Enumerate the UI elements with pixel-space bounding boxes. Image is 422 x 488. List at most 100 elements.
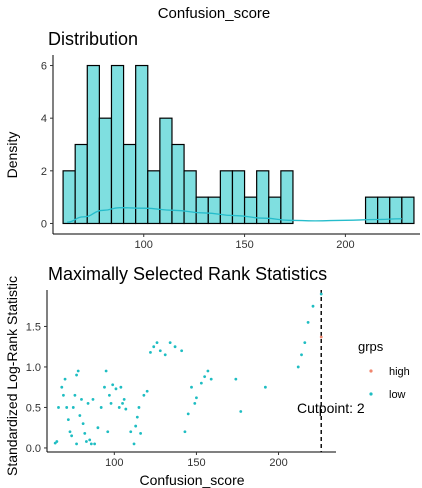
scatter-point-low (99, 406, 103, 409)
maxstat-y-tick-label: 1.0 (26, 362, 41, 374)
scatter-point-high (319, 335, 323, 339)
maxstat-y-tick-label: 0.5 (26, 402, 41, 414)
density-line (67, 207, 402, 223)
scatter-point-low (300, 353, 303, 357)
histogram-bar (183, 170, 197, 225)
scatter-point-low (149, 350, 152, 354)
scatter-point-low (311, 304, 315, 308)
scatter-point-low (190, 385, 193, 389)
scatter-point-low (109, 402, 113, 405)
scatter-point-low (296, 365, 300, 369)
scatter-point-low (135, 415, 139, 419)
scatter-point-low (75, 442, 78, 446)
scatter-point-low (78, 414, 82, 417)
scatter-point-low (66, 418, 70, 421)
distribution-panel: Distribution Density 100 150 200 0 2 4 6 (4, 29, 420, 251)
scatter-point-low (103, 385, 106, 389)
maxstat-x-tick-label: 200 (269, 457, 287, 469)
scatter-point-low (71, 406, 75, 409)
scatter-point-low (158, 349, 162, 353)
scatter-point-low (70, 434, 74, 438)
scatter-point-low (139, 431, 142, 435)
scatter-point-low (93, 442, 97, 446)
scatter-point-low (119, 385, 123, 389)
legend-label-low: low (389, 389, 406, 401)
scatter-point-low (75, 373, 78, 377)
distribution-x-tick-label: 100 (135, 239, 153, 251)
scatter-point-low (239, 410, 243, 413)
maxstat-y-tick-label: 1.5 (26, 321, 41, 333)
scatter-point-low (89, 442, 93, 446)
scatter-point-low (121, 402, 124, 405)
histogram-bar (280, 170, 294, 225)
maxstat-y-tick-label: 0.0 (26, 443, 41, 455)
scatter-point-low (114, 387, 118, 391)
legend: grps high low (358, 339, 410, 401)
scatter-point-low (173, 345, 177, 349)
scatter-point-low (168, 341, 172, 345)
scatter-point-low (199, 381, 203, 385)
maxstat-x-tick-label: 150 (187, 457, 205, 469)
histogram-bar (401, 196, 415, 225)
distribution-y-label: Density (4, 132, 20, 179)
scatter-point-low (91, 397, 95, 401)
histogram-bar (147, 170, 161, 225)
maxstat-axes: 100 150 200 0.0 0.5 1.0 1.5 (26, 290, 336, 469)
scatter-point-low (76, 369, 80, 373)
super-title: Confusion_score (158, 5, 271, 22)
histogram-bar (171, 143, 185, 225)
distribution-y-tick-label: 0 (41, 218, 47, 230)
scatter-point-low (122, 397, 126, 401)
scatter-point-low (137, 406, 141, 409)
scatter-point-low (180, 349, 184, 353)
scatter-point-low (155, 341, 159, 345)
scatter-point-low (152, 345, 156, 349)
scatter-point-low (65, 406, 69, 409)
histogram-bar (159, 117, 173, 225)
maxstat-x-tick-label: 100 (105, 457, 123, 469)
histogram-bar (122, 143, 137, 225)
scatter-point-low (104, 369, 108, 373)
scatter-point-low (142, 393, 146, 397)
cutpoint-label: Cutpoint: 2 (297, 400, 365, 416)
scatter-point-low (306, 321, 310, 324)
scatter-point-low (234, 377, 238, 381)
scatter-point-low (60, 385, 64, 389)
scatter-point-low (193, 402, 197, 405)
scatter-points (53, 292, 323, 446)
distribution-y-tick-label: 6 (41, 61, 47, 73)
scatter-point-low (124, 407, 128, 411)
scatter-point-low (111, 383, 115, 387)
histogram-bar (195, 196, 209, 225)
histogram-bars (62, 64, 415, 225)
maxstat-y-label: Standardized Log-Rank Statistic (4, 276, 20, 476)
scatter-point-low (106, 430, 110, 434)
distribution-y-tick-label: 2 (41, 166, 47, 178)
scatter-point-low (186, 412, 190, 416)
histogram-bar (74, 143, 88, 225)
scatter-point-low (319, 292, 323, 296)
distribution-title: Distribution (48, 29, 138, 49)
scatter-point-low (80, 397, 83, 401)
scatter-point-low (57, 406, 60, 409)
histogram-bar (207, 196, 221, 225)
scatter-point-low (195, 396, 198, 400)
histogram-bar (110, 64, 125, 225)
scatter-point-low (263, 385, 267, 389)
scatter-point-low (88, 438, 92, 442)
density-curve (67, 207, 402, 223)
scatter-point-low (107, 393, 111, 397)
histogram-bar (256, 170, 270, 225)
legend-title: grps (358, 339, 384, 354)
scatter-point-low (203, 375, 207, 379)
scatter-point-low (183, 430, 187, 434)
scatter-point-low (73, 393, 77, 397)
scatter-point-low (81, 422, 85, 426)
scatter-point-low (145, 389, 149, 393)
legend-key-low (369, 392, 373, 396)
legend-label-high: high (389, 366, 410, 378)
distribution-axes: 100 150 200 0 2 4 6 (41, 55, 420, 251)
scatter-point-low (86, 402, 90, 405)
histogram-bar (86, 64, 100, 225)
scatter-point-low (303, 341, 307, 345)
